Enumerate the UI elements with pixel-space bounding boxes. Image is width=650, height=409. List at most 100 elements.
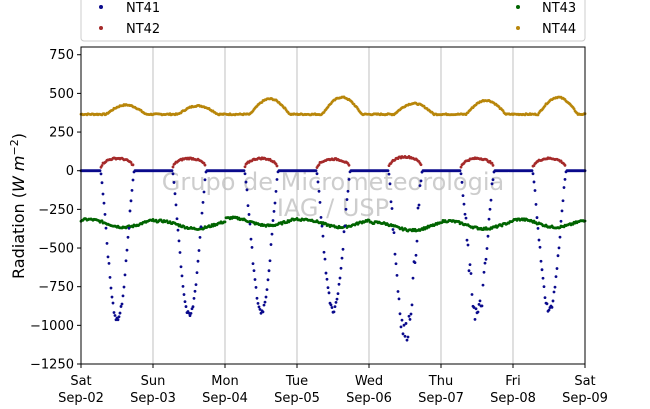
point-nt41 [198,236,202,239]
point-nt41 [561,199,565,203]
point-nt41 [173,192,177,196]
point-nt41 [537,238,541,242]
point-nt41 [179,265,183,269]
point-nt41 [488,207,492,211]
point-nt41 [245,188,249,192]
point-nt41 [319,215,323,219]
point-nt41 [107,262,111,265]
point-nt41 [410,303,414,307]
point-nt41 [334,300,338,304]
x-tick-weekday-0: Sat [70,374,91,389]
point-nt41 [188,314,192,318]
point-nt41 [557,246,561,250]
point-nt41 [343,224,347,228]
point-nt41 [553,285,557,289]
point-nt41 [177,239,181,243]
point-nt41 [341,247,345,251]
point-nt44 [572,107,576,111]
point-nt41 [126,235,130,239]
point-nt41 [534,202,538,206]
point-nt41 [486,234,490,238]
point-nt41 [248,222,252,226]
y-tick-label-3: −500 [38,242,74,257]
point-nt41 [103,212,107,216]
point-nt41 [116,318,120,322]
point-nt41 [192,297,196,300]
point-nt41 [129,199,133,203]
point-nt41 [473,317,477,321]
point-nt41 [490,182,494,186]
point-nt41 [249,237,253,241]
point-nt41 [176,228,180,232]
point-nt41 [111,301,115,305]
point-nt41 [418,184,422,188]
point-nt41 [394,262,398,266]
point-nt41 [201,201,205,204]
point-nt41 [387,172,391,176]
y-tick-label-1: −1000 [30,319,74,334]
point-nt41 [346,189,350,193]
point-nt41 [259,311,263,315]
point-nt41 [119,305,123,308]
x-tick-weekday-5: Thu [428,374,453,389]
point-nt41 [322,250,326,254]
point-nt41 [415,239,419,243]
point-nt41 [324,271,328,275]
watermark-line-2: IAG / USP [277,194,389,222]
point-nt41 [400,318,404,322]
point-nt42 [131,163,135,167]
point-nt41 [182,293,186,296]
y-axis-label: Radiation (W m−2) [8,133,28,279]
point-nt41 [329,303,333,307]
point-nt41 [184,305,188,308]
y-tick-label-6: 250 [49,126,74,141]
point-nt41 [272,210,276,213]
y-tick-label-8: 750 [49,48,74,63]
point-nt41 [125,248,129,252]
point-nt41 [545,302,549,306]
point-nt41 [562,186,566,189]
point-nt41 [127,226,131,230]
point-nt41 [199,225,203,229]
point-nt41 [405,338,409,342]
x-tick-date-1: Sep-03 [130,391,176,406]
x-axis: Sat Sep-02 Sun Sep-03 Mon Sep-04 Tue Sep-05 Wed S… [58,364,608,406]
point-nt41 [183,300,187,304]
point-nt41 [487,217,491,221]
watermark-line-1: Grupo de Micrometeorologia [162,168,504,196]
legend-box [80,0,586,42]
point-nt41 [243,172,247,176]
point-nt41 [264,295,268,299]
point-nt41 [320,224,324,228]
point-nt41 [336,292,340,296]
point-nt42 [317,163,321,167]
point-nt41 [98,169,102,173]
legend-label-nt41: NT41 [126,1,160,16]
point-nt41 [247,213,251,216]
point-nt41 [460,180,464,184]
point-nt41 [267,269,271,273]
legend-label-nt43: NT43 [542,1,576,16]
point-nt41 [195,271,199,275]
point-nt41 [326,286,330,290]
point-nt41 [558,235,562,239]
point-nt41 [484,257,488,261]
y-tick-label-2: −750 [38,280,74,295]
x-tick-weekday-6: Fri [505,374,521,389]
point-nt41 [414,253,418,257]
point-nt41 [532,180,536,184]
point-nt41 [250,245,254,249]
point-nt41 [275,178,279,181]
point-nt42 [275,164,279,168]
point-nt41 [480,304,484,308]
point-nt42 [100,164,104,167]
point-nt41 [470,293,474,296]
point-nt41 [542,285,546,289]
point-nt41 [396,290,400,293]
x-tick-date-5: Sep-07 [418,391,464,406]
point-nt41 [340,256,344,260]
point-nt41 [270,232,274,236]
watermark: Grupo de Micrometeorologia IAG / USP [162,168,504,222]
point-nt41 [398,312,402,316]
point-nt42 [419,163,423,167]
